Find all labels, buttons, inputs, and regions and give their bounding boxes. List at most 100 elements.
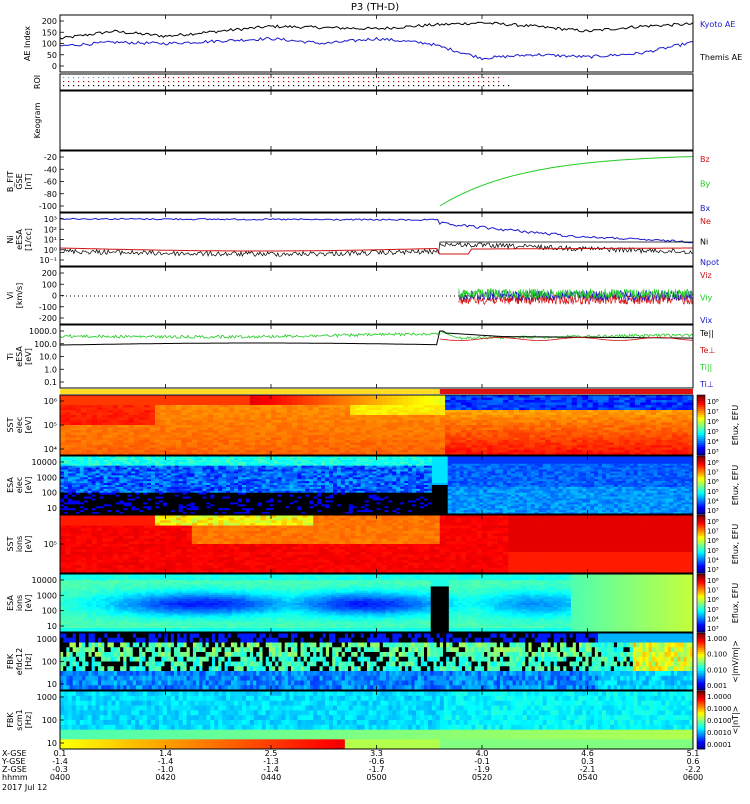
roi-dot [158,85,159,86]
roi-dot [398,77,399,78]
vi-zero-dot [430,296,431,297]
roi-dot [168,81,169,82]
fbkb-cb-tick: 0.0001 [707,741,732,749]
vi-zero-dot [402,296,403,297]
sst-e-ylabel: SST [6,417,15,432]
roi-dot [253,77,254,78]
xaxis-value: 0400 [50,773,70,782]
roi-dot [218,81,219,82]
roi-dot [368,77,369,78]
roi-dot [98,81,99,82]
vi-legend-item: Viy [700,294,713,303]
roi-dot [343,85,344,86]
vi-ylabel: [km/s] [15,283,24,309]
esa-i-ytick-label: 10000 [32,576,57,585]
vi-zero-dot [158,296,159,297]
roi-dot [133,81,134,82]
vi-zero-dot [446,296,447,297]
sste-cb-label: Eflux, EFU [731,405,740,446]
roi-dot [458,81,459,82]
fbke-cb-label: <|mV/m|> [731,640,740,683]
roi-dot [138,81,139,82]
roi-dot [203,85,204,86]
roi-dot [98,85,99,86]
fbk-e-ylabel: [Hz] [24,653,33,669]
roi-dot [463,77,464,78]
ae-ytick-label: 50 [47,51,57,60]
roi-dot [68,85,69,86]
esae-cb-tick: 10⁷ [707,469,719,477]
roi-dot [483,77,484,78]
roi-dot [308,81,309,82]
bfit-ylabel: [nT] [24,173,33,189]
ni-legend-item: Ni [700,238,708,247]
roi-dot [163,81,164,82]
roi-dot [148,77,149,78]
sste-cb-tick: 10⁸ [707,398,719,406]
roi-dot [158,81,159,82]
roi-dot [233,81,234,82]
vi-zero-dot [154,296,155,297]
sst-e-ytick-label: 10⁵ [44,421,57,430]
ni-ytick-label: 10⁰ [44,246,57,255]
roi-dot [118,81,119,82]
fbke-cb-tick: 0.001 [707,682,727,690]
roi-dot [173,85,174,86]
roi-dot [293,81,294,82]
series-kyoto-ae-line [60,38,693,60]
roi-dot [418,77,419,78]
roi-dot [493,77,494,78]
roi-dot [248,81,249,82]
roi-dot [448,85,449,86]
roi-dot [248,77,249,78]
fbke-colorbar [697,633,705,691]
vi-zero-dot [278,296,279,297]
vi-zero-dot [238,296,239,297]
esai-cb-tick: 10⁵ [707,606,719,614]
vi-zero-dot [438,296,439,297]
roi-dot [448,77,449,78]
vi-zero-dot [82,296,83,297]
roi-dot [328,81,329,82]
roi-dot [148,81,149,82]
vi-ytick-label: -200 [39,314,57,323]
roi-dot [118,77,119,78]
roi-dot [148,85,149,86]
vi-zero-dot [194,296,195,297]
roi-dot [458,85,459,86]
vi-zero-dot [410,296,411,297]
roi-dot [228,77,229,78]
roi-dot [383,81,384,82]
roi-dot [163,77,164,78]
vi-zero-dot [406,296,407,297]
roi-dot [363,81,364,82]
esai-cb-tick: 10⁸ [707,577,719,585]
roi-dot [213,85,214,86]
esa-e-ytick-label: 10000 [32,458,57,467]
vi-zero-dot [294,296,295,297]
vi-zero-dot [434,296,435,297]
fbke-cb-tick: 1.000 [707,635,727,643]
roi-dot [223,77,224,78]
sst-ions-spectrogram-cells [60,515,693,573]
sste-colorbar [697,395,705,456]
roi-dot [433,77,434,78]
roi-dot [288,85,289,86]
roi-dot [363,85,364,86]
roi-dot [178,81,179,82]
roi-dot [258,85,259,86]
roi-dot [68,77,69,78]
roi-dot [78,85,79,86]
roi-dot [133,77,134,78]
esa-i-ytick-label: 100 [42,607,57,616]
roi-dot [503,85,504,86]
roi-dot [83,81,84,82]
roi-dot [238,85,239,86]
vi-zero-dot [442,296,443,297]
roi-dot [288,77,289,78]
ssti-cb-tick: 10⁸ [707,518,719,526]
roi-dot [318,77,319,78]
roi-dot [413,85,414,86]
vi-zero-dot [162,296,163,297]
xaxis-value: 0440 [261,773,281,782]
